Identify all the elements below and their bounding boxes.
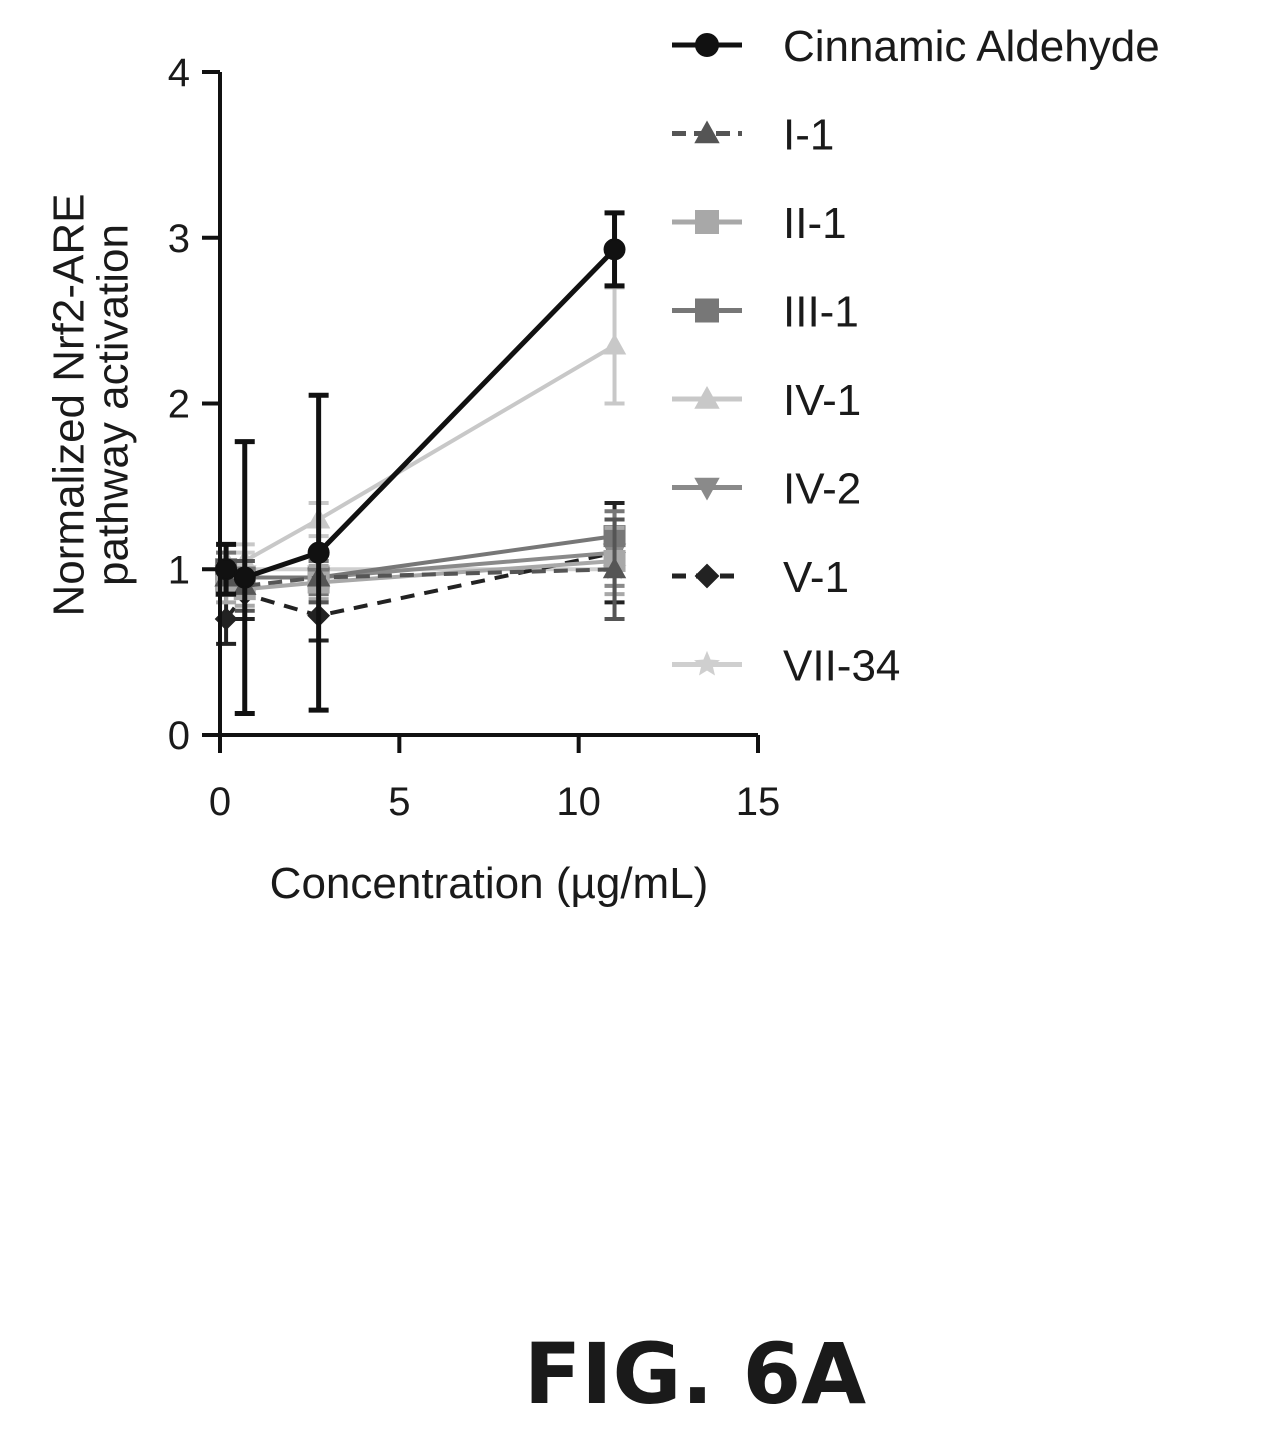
legend-label: I-1 xyxy=(783,111,834,160)
data-point xyxy=(233,566,256,589)
legend-marker xyxy=(694,563,720,589)
legend-label: Cinnamic Aldehyde xyxy=(783,22,1160,71)
chart: 0 1 2 3 4 0 5 10 15 Concentration (µg/mL) Normal… xyxy=(45,22,1160,908)
legend-label: IV-1 xyxy=(783,376,861,425)
legend-marker xyxy=(694,650,720,676)
legend-label: V-1 xyxy=(783,553,849,602)
series-line xyxy=(225,247,617,581)
legend-label: II-1 xyxy=(783,199,847,248)
data-point xyxy=(603,238,626,261)
legend-marker xyxy=(695,298,719,323)
axes: 0 1 2 3 4 0 5 10 15 xyxy=(168,51,781,824)
x-tick-label: 5 xyxy=(388,780,410,824)
legend-item: Cinnamic Aldehyde xyxy=(672,22,1160,71)
legend-marker xyxy=(694,385,720,409)
data-point xyxy=(602,333,627,355)
y-tick-label: 0 xyxy=(168,714,190,758)
legend-marker xyxy=(694,120,720,144)
data-point xyxy=(602,557,627,579)
series-iv-1 xyxy=(214,285,627,580)
legend-item: VII-34 xyxy=(672,642,900,691)
x-tick-label: 15 xyxy=(736,780,781,824)
legend-item: IV-2 xyxy=(672,465,861,514)
x-tick-label: 0 xyxy=(209,780,231,824)
legend-item: I-1 xyxy=(672,111,834,160)
legend-item: III-1 xyxy=(672,288,859,337)
legend-label: IV-2 xyxy=(783,465,861,514)
legend-item: IV-1 xyxy=(672,376,861,425)
legend-item: II-1 xyxy=(672,199,847,248)
plot-area xyxy=(214,210,627,716)
legend: Cinnamic Aldehyde I-1 II-1 III-1 IV-1 IV-2 V-1… xyxy=(672,22,1160,691)
series-cinnamic-aldehyde xyxy=(215,210,626,716)
legend-marker xyxy=(695,33,719,57)
y-tick-label: 4 xyxy=(168,51,190,95)
legend-label: VII-34 xyxy=(783,642,900,691)
x-tick-label: 10 xyxy=(556,780,601,824)
figure-label: FIG. 6A xyxy=(523,1325,867,1423)
legend-label: III-1 xyxy=(783,288,859,337)
y-axis-title-line-2: pathway activation xyxy=(89,224,138,586)
series-line xyxy=(226,343,616,563)
legend-item: V-1 xyxy=(672,553,849,602)
legend-marker xyxy=(694,477,720,501)
legend-marker xyxy=(695,210,719,234)
y-tick-label: 2 xyxy=(168,383,190,427)
y-axis-title-line-1: Normalized Nrf2-ARE xyxy=(45,194,94,617)
x-axis-title: Concentration (µg/mL) xyxy=(270,859,709,908)
y-tick-label: 3 xyxy=(168,217,190,261)
y-tick-label: 1 xyxy=(168,548,190,592)
data-point xyxy=(307,541,330,564)
